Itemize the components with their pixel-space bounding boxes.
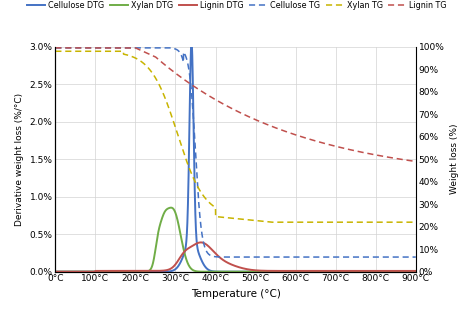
- Xylan DTG: [269, 270, 274, 273]
- Lignin TG: [287, 131, 292, 135]
- X-axis label: Temperature (°C): Temperature (°C): [191, 289, 281, 299]
- Lignin TG: [53, 46, 58, 50]
- Lignin DTG: [349, 269, 355, 273]
- Xylan DTG: [190, 268, 196, 272]
- Lignin DTG: [53, 270, 58, 273]
- Line: Cellulose DTG: Cellulose DTG: [55, 41, 416, 272]
- Xylan TG: [321, 220, 327, 224]
- Lignin DTG: [198, 241, 204, 244]
- Xylan DTG: [53, 270, 58, 273]
- Cellulose DTG: [269, 270, 274, 273]
- Cellulose DTG: [287, 270, 292, 273]
- Xylan TG: [53, 49, 58, 53]
- Cellulose DTG: [118, 270, 124, 273]
- Cellulose TG: [321, 255, 327, 259]
- Cellulose TG: [314, 255, 320, 259]
- Lignin TG: [321, 142, 327, 145]
- Line: Lignin TG: Lignin TG: [55, 48, 416, 161]
- Xylan TG: [287, 220, 292, 224]
- Lignin TG: [190, 84, 196, 88]
- Lignin DTG: [287, 269, 292, 273]
- Cellulose DTG: [190, 96, 196, 100]
- Line: Lignin DTG: Lignin DTG: [55, 242, 416, 272]
- Cellulose TG: [190, 111, 196, 115]
- Lignin DTG: [413, 269, 419, 273]
- Y-axis label: Weight loss (%): Weight loss (%): [450, 124, 459, 194]
- Xylan TG: [268, 220, 274, 224]
- Lignin DTG: [269, 269, 274, 273]
- Xylan DTG: [118, 270, 124, 273]
- Xylan TG: [269, 220, 274, 224]
- Xylan TG: [190, 176, 196, 179]
- Xylan TG: [413, 220, 419, 224]
- Cellulose TG: [118, 46, 124, 50]
- Lignin TG: [413, 160, 419, 163]
- Cellulose TG: [349, 255, 355, 259]
- Cellulose TG: [287, 255, 292, 259]
- Line: Xylan DTG: Xylan DTG: [55, 208, 416, 272]
- Cellulose DTG: [413, 270, 419, 273]
- Xylan TG: [349, 220, 355, 224]
- Lignin TG: [349, 148, 355, 152]
- Cellulose TG: [269, 255, 274, 259]
- Lignin TG: [269, 124, 274, 128]
- Cellulose DTG: [321, 270, 327, 273]
- Cellulose TG: [413, 255, 419, 259]
- Xylan TG: [118, 49, 124, 53]
- Lignin TG: [118, 46, 124, 50]
- Cellulose TG: [53, 46, 58, 50]
- Cellulose DTG: [53, 270, 58, 273]
- Lignin DTG: [190, 244, 196, 247]
- Xylan DTG: [321, 270, 327, 273]
- Cellulose DTG: [189, 40, 194, 43]
- Xylan DTG: [287, 270, 292, 273]
- Legend: Cellulose DTG, Xylan DTG, Lignin DTG, Cellulose TG, Xylan TG, Lignin TG: Cellulose DTG, Xylan DTG, Lignin DTG, Ce…: [24, 0, 450, 13]
- Xylan DTG: [413, 270, 419, 273]
- Lignin DTG: [321, 269, 327, 273]
- Y-axis label: Derivative weight loss (%/°C): Derivative weight loss (%/°C): [15, 93, 24, 226]
- Lignin DTG: [118, 269, 124, 273]
- Cellulose DTG: [349, 270, 355, 273]
- Line: Cellulose TG: Cellulose TG: [55, 48, 416, 257]
- Line: Xylan TG: Xylan TG: [55, 51, 416, 222]
- Xylan DTG: [349, 270, 355, 273]
- Xylan DTG: [168, 206, 174, 209]
